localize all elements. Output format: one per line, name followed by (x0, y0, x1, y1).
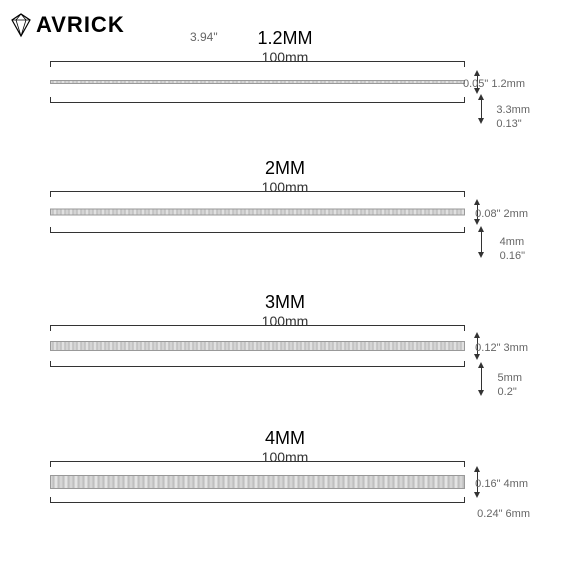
thick-mm: 3mm (504, 342, 528, 354)
thick-in: 0.08" (475, 208, 500, 220)
dim-labels: 0.05" 1.2mm (463, 77, 525, 91)
width-mm: 6mm (506, 508, 530, 520)
dim-labels: 0.16" 4mm (475, 477, 528, 491)
chain-diagram: 0.16" 4mm 0.24" 6mm (50, 467, 520, 497)
width-in: 0.24" (477, 508, 502, 520)
chain-bar (50, 80, 465, 84)
width-mm: 3.3mm (496, 103, 530, 117)
chain-bar (50, 209, 465, 216)
chain-diagram: 0.12" 3mm 5mm 0.2" (50, 331, 520, 361)
spec-section-4: 4MM 100mm 0.16" 4mm 0.24" 6mm (0, 428, 570, 497)
section-title: 4MM (0, 428, 570, 449)
width-in: 0.13" (496, 117, 530, 131)
section-title: 2MM (0, 158, 570, 179)
section-title: 1.2MM (0, 28, 570, 49)
chain-diagram: 0.08" 2mm 4mm 0.16" (50, 197, 520, 227)
dim-labels: 0.08" 2mm (475, 207, 528, 221)
thick-mm: 2mm (504, 208, 528, 220)
spec-section-3: 3MM 100mm 0.12" 3mm 5mm 0.2" (0, 292, 570, 361)
spec-section-2: 2MM 100mm 0.08" 2mm 4mm 0.16" (0, 158, 570, 227)
thick-mm: 1.2mm (491, 78, 525, 90)
dim-labels-2: 0.24" 6mm (477, 507, 530, 521)
chain-diagram: 0.05" 1.2mm 3.3mm 0.13" (50, 67, 520, 97)
dim-labels-2: 3.3mm 0.13" (496, 103, 530, 132)
width-in: 0.2" (498, 385, 522, 399)
width-arrow (481, 231, 482, 253)
dim-labels: 0.12" 3mm (475, 341, 528, 355)
width-arrow (481, 367, 482, 391)
dim-labels-2: 5mm 0.2" (498, 371, 522, 400)
thick-in: 0.05" (463, 78, 488, 90)
width-arrow (481, 99, 482, 119)
dim-labels-2: 4mm 0.16" (500, 235, 525, 264)
thick-in: 0.16" (475, 478, 500, 490)
width-mm: 4mm (500, 235, 525, 249)
thick-in: 0.12" (475, 342, 500, 354)
chain-bar (50, 341, 465, 351)
width-in: 0.16" (500, 249, 525, 263)
spec-section-1: 1.2MM 3.94" 100mm 0.05" 1.2mm 3.3mm 0.13… (0, 28, 570, 97)
chain-bar (50, 475, 465, 489)
section-title: 3MM (0, 292, 570, 313)
width-mm: 5mm (498, 371, 522, 385)
thick-mm: 4mm (504, 478, 528, 490)
length-inches: 3.94" (190, 30, 218, 44)
